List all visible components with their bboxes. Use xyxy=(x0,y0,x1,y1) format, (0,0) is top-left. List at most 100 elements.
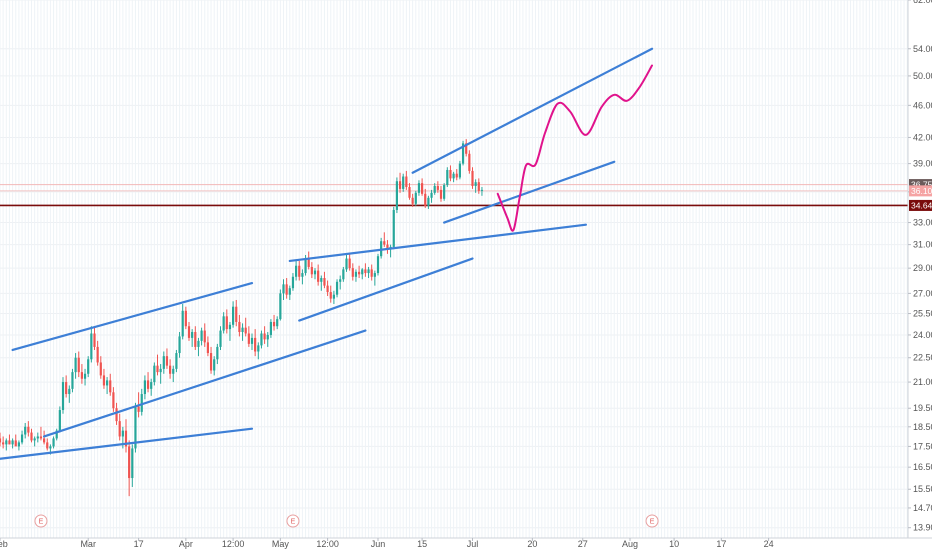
candle-body xyxy=(121,430,124,437)
price-tag-background xyxy=(909,185,932,197)
candle-body xyxy=(477,182,480,191)
candle-body xyxy=(295,265,298,277)
earnings-event-marker[interactable] xyxy=(645,514,659,528)
earnings-event-label: E xyxy=(650,519,655,526)
candle-body xyxy=(232,306,235,325)
candle-body xyxy=(134,406,137,449)
candle-body xyxy=(235,306,238,322)
y-tick-label: 18.50 xyxy=(913,422,932,432)
candle-body xyxy=(213,359,216,371)
x-tick-label: Jun xyxy=(371,539,386,549)
candle-body xyxy=(449,169,452,179)
candle-body xyxy=(272,321,276,327)
candle-body xyxy=(367,269,370,274)
candle-body xyxy=(2,442,5,445)
candle-body xyxy=(345,258,348,270)
y-tick-label: 31.00 xyxy=(913,240,932,250)
candle-body xyxy=(439,189,443,199)
projection-line[interactable] xyxy=(496,64,653,232)
candle-body xyxy=(354,271,358,277)
candle-body xyxy=(99,362,102,376)
earnings-event-marker[interactable] xyxy=(286,514,300,528)
trendline[interactable] xyxy=(411,47,654,174)
candle-body xyxy=(153,365,156,383)
candle-body xyxy=(24,426,27,435)
x-tick-label: 17 xyxy=(716,539,726,549)
candle-body xyxy=(279,293,282,320)
candle-body xyxy=(417,183,421,193)
projection-path[interactable] xyxy=(496,64,653,232)
x-tick-label: Feb xyxy=(0,539,8,549)
candle-body xyxy=(90,333,93,360)
candle-body xyxy=(348,258,351,269)
candle-body xyxy=(282,284,285,294)
time-axis[interactable]: Feb Mar 17 Apr 12:00 May 12:00 Jun 15 Jul 20 27 Aug 1… xyxy=(0,537,932,549)
trendlines[interactable] xyxy=(0,47,654,460)
candle-body xyxy=(118,421,121,437)
trendline[interactable] xyxy=(11,281,254,352)
candle-body xyxy=(140,394,143,412)
candle-body xyxy=(65,382,68,395)
candle-body xyxy=(162,356,165,369)
candle-body xyxy=(288,288,291,295)
candle-body xyxy=(58,410,61,431)
candle-body xyxy=(461,143,465,164)
price-tag-background xyxy=(909,199,932,211)
trendline[interactable] xyxy=(42,329,367,438)
candle-body xyxy=(165,356,169,366)
candle-body xyxy=(219,330,222,347)
trendline[interactable] xyxy=(443,160,616,224)
candle-body xyxy=(471,170,474,187)
candle-body xyxy=(8,440,11,445)
y-tick-label: 21.00 xyxy=(913,377,932,387)
y-tick-label: 62.00 xyxy=(913,0,932,5)
candle-body xyxy=(68,388,71,395)
y-tick-label: 27.00 xyxy=(913,288,932,298)
candle-body xyxy=(43,438,46,443)
candle-body xyxy=(474,182,477,187)
candle-body xyxy=(181,310,184,337)
candle-body xyxy=(106,380,109,386)
candle-body xyxy=(191,332,194,338)
candle-body xyxy=(137,406,140,412)
candle-body xyxy=(156,365,159,373)
y-tick-label: 22.50 xyxy=(913,353,932,363)
candle-body xyxy=(0,438,2,443)
y-tick-label: 46.00 xyxy=(913,100,932,110)
x-tick-label: 12:00 xyxy=(316,539,339,549)
candle-body xyxy=(112,392,115,409)
candle-body xyxy=(71,372,74,389)
candle-body xyxy=(61,382,65,411)
candle-body xyxy=(351,268,354,277)
candle-body xyxy=(96,346,99,363)
candle-body xyxy=(238,321,241,333)
candle-body xyxy=(301,273,304,277)
x-tick-label: 12:00 xyxy=(222,539,245,549)
candle-body xyxy=(30,432,33,441)
candle-body xyxy=(17,442,20,447)
candle-body xyxy=(395,181,398,210)
earnings-event-marker[interactable] xyxy=(34,514,48,528)
x-tick-label: Aug xyxy=(622,539,638,549)
price-level-lines xyxy=(0,184,908,207)
x-tick-label: 17 xyxy=(134,539,144,549)
y-tick-label: 39.00 xyxy=(913,159,932,169)
candle-body xyxy=(206,342,209,354)
candle-body xyxy=(452,173,455,179)
candle-body xyxy=(427,197,430,206)
x-tick-label: 15 xyxy=(417,539,427,549)
trendline[interactable] xyxy=(298,257,474,322)
x-tick-label: 10 xyxy=(669,539,679,549)
price-axis[interactable]: 62.0054.0050.0046.0042.0039.0036.0033.00… xyxy=(907,0,932,550)
candle-body xyxy=(14,440,17,447)
candle-body xyxy=(244,327,247,334)
candle-body xyxy=(77,357,80,373)
trendline[interactable] xyxy=(288,223,588,263)
trendline[interactable] xyxy=(0,427,254,460)
candle-body xyxy=(313,270,317,275)
candle-body xyxy=(458,163,461,178)
grid xyxy=(0,0,908,538)
candle-body xyxy=(326,285,329,293)
